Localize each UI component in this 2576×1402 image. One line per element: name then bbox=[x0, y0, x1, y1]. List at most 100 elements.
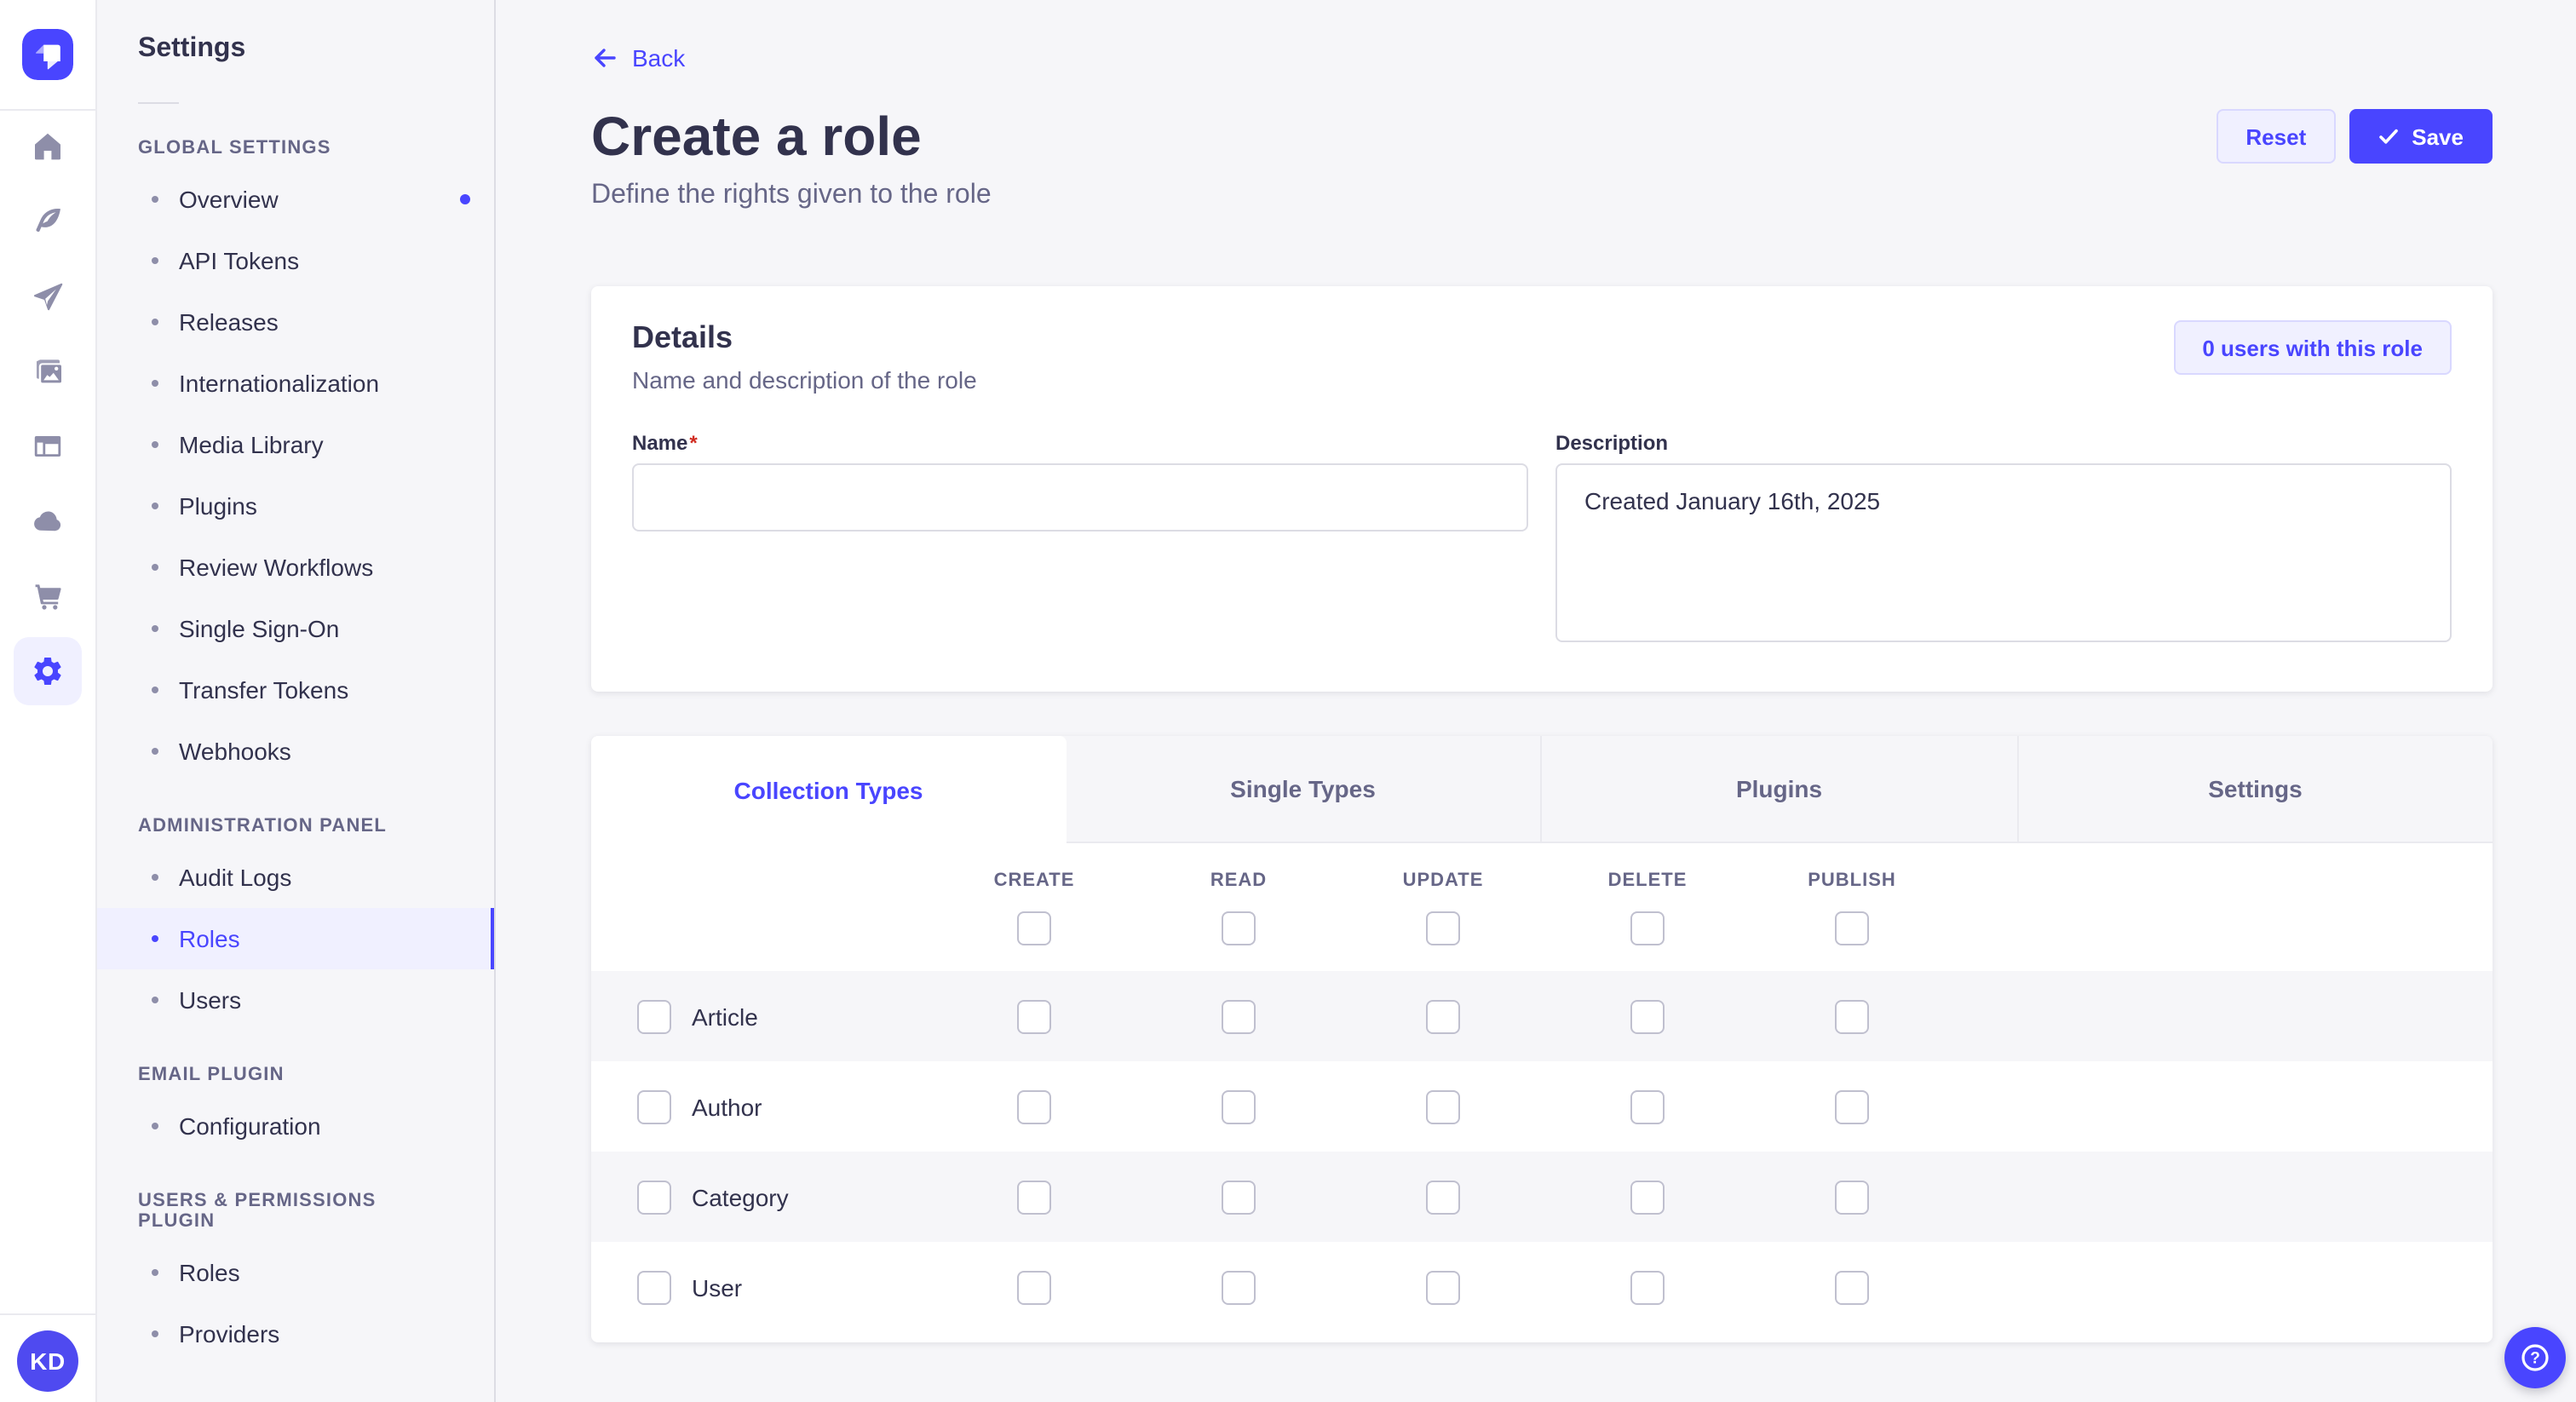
checkbox-article-publish[interactable] bbox=[1835, 999, 1869, 1033]
sidebar-item-plugins[interactable]: Plugins bbox=[97, 475, 494, 537]
sidebar-item-providers[interactable]: Providers bbox=[97, 1303, 494, 1365]
checkbox-article-delete[interactable] bbox=[1630, 999, 1665, 1033]
tab-collection-types[interactable]: Collection Types bbox=[591, 736, 1066, 843]
users-with-role-button[interactable]: 0 users with this role bbox=[2173, 320, 2452, 375]
checkbox-article-create[interactable] bbox=[1017, 999, 1051, 1033]
tab-single-types[interactable]: Single Types bbox=[1066, 736, 1540, 843]
check-icon bbox=[2378, 126, 2398, 147]
row-checkbox-user[interactable] bbox=[637, 1270, 671, 1304]
marketplace-icon[interactable] bbox=[14, 562, 82, 630]
select-all-checkbox-update[interactable] bbox=[1426, 911, 1460, 945]
back-link[interactable]: Back bbox=[591, 44, 685, 72]
checkbox-category-read[interactable] bbox=[1222, 1180, 1256, 1214]
checkbox-user-create[interactable] bbox=[1017, 1270, 1051, 1304]
row-checkbox-article[interactable] bbox=[637, 999, 671, 1033]
select-all-checkbox-create[interactable] bbox=[1017, 911, 1051, 945]
checkbox-article-update[interactable] bbox=[1426, 999, 1460, 1033]
checkbox-author-delete[interactable] bbox=[1630, 1089, 1665, 1123]
sidebar-item-webhooks[interactable]: Webhooks bbox=[97, 721, 494, 782]
tab-settings[interactable]: Settings bbox=[2016, 736, 2493, 843]
sidebar-section-global-settings: GLOBAL SETTINGSOverviewAPI TokensRelease… bbox=[97, 138, 494, 782]
checkbox-user-update[interactable] bbox=[1426, 1270, 1460, 1304]
save-button[interactable]: Save bbox=[2349, 109, 2493, 164]
home-icon[interactable] bbox=[14, 112, 82, 181]
description-textarea[interactable]: Created January 16th, 2025 bbox=[1555, 463, 2452, 642]
checkbox-user-read[interactable] bbox=[1222, 1270, 1256, 1304]
strapi-admin-app: KD Settings GLOBAL SETTINGSOverviewAPI T… bbox=[0, 0, 2576, 1402]
permissions-tabs: Collection TypesSingle TypesPluginsSetti… bbox=[591, 736, 2493, 843]
tab-plugins[interactable]: Plugins bbox=[1540, 736, 2016, 843]
sidebar-item-label: Audit Logs bbox=[179, 864, 291, 891]
row-name-cell: Author bbox=[591, 1089, 932, 1123]
bullet-icon bbox=[152, 997, 158, 1003]
sidebar-item-audit-logs[interactable]: Audit Logs bbox=[97, 847, 494, 908]
checkbox-user-delete[interactable] bbox=[1630, 1270, 1665, 1304]
checkbox-category-delete[interactable] bbox=[1630, 1180, 1665, 1214]
checkbox-article-read[interactable] bbox=[1222, 999, 1256, 1033]
sidebar-item-single-sign-on[interactable]: Single Sign-On bbox=[97, 598, 494, 659]
column-header-create: CREATE bbox=[932, 871, 1136, 891]
main-content: Back Create a role Reset Save Define the… bbox=[496, 0, 2576, 1402]
sidebar-section-email-plugin: EMAIL PLUGINConfiguration bbox=[97, 1065, 494, 1157]
sidebar-item-overview[interactable]: Overview bbox=[97, 169, 494, 230]
bullet-icon bbox=[152, 1123, 158, 1129]
select-all-checkbox-read[interactable] bbox=[1222, 911, 1256, 945]
arrow-left-icon bbox=[591, 44, 618, 72]
details-title: Details bbox=[632, 320, 977, 356]
row-checkbox-author[interactable] bbox=[637, 1089, 671, 1123]
settings-subnav: Settings GLOBAL SETTINGSOverviewAPI Toke… bbox=[97, 0, 496, 1402]
sidebar-item-media-library[interactable]: Media Library bbox=[97, 414, 494, 475]
sidebar-item-label: Users bbox=[179, 986, 241, 1014]
description-label: Description bbox=[1555, 431, 2452, 455]
name-input[interactable] bbox=[632, 463, 1528, 531]
checkbox-category-create[interactable] bbox=[1017, 1180, 1051, 1214]
avatar[interactable]: KD bbox=[17, 1330, 78, 1392]
checkbox-author-update[interactable] bbox=[1426, 1089, 1460, 1123]
content-type-builder-icon[interactable] bbox=[14, 412, 82, 480]
sidebar-item-transfer-tokens[interactable]: Transfer Tokens bbox=[97, 659, 494, 721]
releases-icon[interactable] bbox=[14, 262, 82, 330]
cloud-icon[interactable] bbox=[14, 487, 82, 555]
checkbox-author-read[interactable] bbox=[1222, 1089, 1256, 1123]
sidebar-item-users[interactable]: Users bbox=[97, 969, 494, 1031]
sidebar-item-configuration[interactable]: Configuration bbox=[97, 1095, 494, 1157]
select-all-checkbox-publish[interactable] bbox=[1835, 911, 1869, 945]
sidebar-item-label: Providers bbox=[179, 1320, 279, 1347]
help-button[interactable]: ? bbox=[2504, 1327, 2566, 1388]
sidebar-item-label: Roles bbox=[179, 1259, 240, 1286]
sidebar-section-administration-panel: ADMINISTRATION PANELAudit LogsRolesUsers bbox=[97, 816, 494, 1031]
checkbox-user-publish[interactable] bbox=[1835, 1270, 1869, 1304]
content-manager-icon[interactable] bbox=[14, 187, 82, 256]
permission-cell bbox=[932, 999, 1136, 1033]
permission-cell bbox=[1545, 999, 1750, 1033]
checkbox-author-publish[interactable] bbox=[1835, 1089, 1869, 1123]
strapi-logo[interactable] bbox=[22, 29, 73, 80]
select-all-checkbox-delete[interactable] bbox=[1630, 911, 1665, 945]
sidebar-item-roles[interactable]: Roles bbox=[97, 1242, 494, 1303]
sidebar-item-label: API Tokens bbox=[179, 247, 299, 274]
permission-cell bbox=[1341, 1089, 1545, 1123]
permission-cell bbox=[932, 1180, 1136, 1214]
sidebar-item-releases[interactable]: Releases bbox=[97, 291, 494, 353]
column-headers-row: CREATEREADUPDATEDELETEPUBLISH bbox=[591, 871, 2493, 891]
checkbox-category-publish[interactable] bbox=[1835, 1180, 1869, 1214]
settings-icon[interactable] bbox=[14, 637, 82, 705]
column-header-delete: DELETE bbox=[1545, 871, 1750, 891]
sidebar-item-api-tokens[interactable]: API Tokens bbox=[97, 230, 494, 291]
checkbox-author-create[interactable] bbox=[1017, 1089, 1051, 1123]
help-icon: ? bbox=[2518, 1341, 2552, 1375]
sidebar-item-label: Configuration bbox=[179, 1112, 321, 1140]
sidebar-item-label: Review Workflows bbox=[179, 554, 373, 581]
sidebar-item-review-workflows[interactable]: Review Workflows bbox=[97, 537, 494, 598]
bullet-icon bbox=[152, 687, 158, 693]
sidebar-item-label: Webhooks bbox=[179, 738, 291, 765]
reset-button[interactable]: Reset bbox=[2217, 109, 2335, 164]
row-checkbox-category[interactable] bbox=[637, 1180, 671, 1214]
name-field-group: Name* bbox=[632, 431, 1528, 651]
sidebar-item-roles[interactable]: Roles bbox=[97, 908, 494, 969]
checkbox-category-update[interactable] bbox=[1426, 1180, 1460, 1214]
sidebar-item-internationalization[interactable]: Internationalization bbox=[97, 353, 494, 414]
bullet-icon bbox=[152, 625, 158, 632]
details-head: Details Name and description of the role… bbox=[632, 320, 2452, 394]
media-library-icon[interactable] bbox=[14, 337, 82, 405]
